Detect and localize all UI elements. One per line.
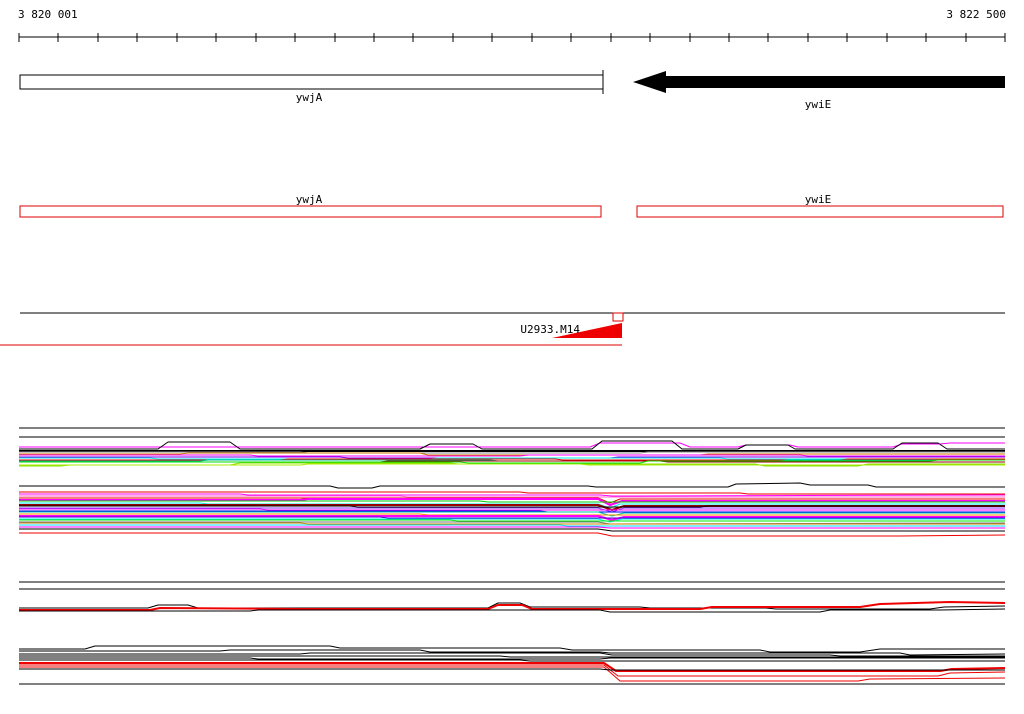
ruler-end-coordinate: 3 822 500 [946, 8, 1006, 21]
gene-ywiE-arrow[interactable] [633, 71, 1005, 93]
band-4-trace [19, 652, 1005, 657]
band-2-trace [19, 532, 1006, 537]
band-2-trace [19, 524, 1005, 527]
band-2-trace [19, 500, 1005, 503]
band-4-trace [19, 649, 1006, 656]
band-2-trace [19, 495, 1005, 498]
band-4-trace [19, 645, 1005, 653]
band-2-trace [19, 516, 1005, 519]
band-4-trace [19, 668, 1005, 671]
band-1-trace [19, 440, 1005, 450]
cds-label-ywiE: ywiE [804, 193, 832, 206]
band-2-trace [19, 511, 1005, 517]
clone-label: U2933.M14 [520, 323, 580, 336]
band-3-trace [19, 608, 1006, 613]
band-3-trace [19, 601, 1006, 611]
band-2-trace [19, 493, 1006, 497]
band-4-trace [19, 664, 1006, 677]
band-2-trace [19, 482, 1005, 489]
band-1-trace [19, 463, 1005, 466]
band-3-trace [19, 602, 1006, 610]
band-2-trace [19, 508, 1005, 511]
band-2-trace [19, 518, 1005, 523]
band-2-trace [19, 491, 1005, 495]
band-1-trace [19, 442, 1005, 448]
band-4-trace [19, 662, 1006, 672]
band-2-trace [19, 526, 1005, 529]
band-4-trace [19, 666, 1006, 682]
band-2-trace [19, 513, 1005, 516]
band-4-trace [19, 659, 1005, 662]
band-2-trace [19, 519, 1005, 522]
band-4-trace [19, 657, 1005, 660]
band-2-trace [19, 515, 1005, 521]
cds-ywiE-box[interactable] [636, 205, 1004, 218]
band-2-trace [19, 505, 1005, 508]
cds-label-ywjA: ywjA [295, 193, 323, 206]
clone-marker-notch[interactable] [612, 312, 624, 322]
band-1-trace [19, 452, 1005, 456]
band-1-trace [19, 454, 1005, 457]
clone-quality-wedge[interactable] [552, 323, 622, 338]
band-1-trace [19, 451, 1005, 454]
band-1-trace [19, 459, 1005, 464]
cds-ywjA-box[interactable] [19, 205, 602, 218]
gene-label-ywjA: ywjA [295, 91, 323, 104]
gene-label-ywiE: ywiE [804, 98, 832, 111]
band-4-trace [19, 655, 1005, 658]
band-2-trace [19, 522, 1005, 525]
band-2-trace [19, 528, 1005, 532]
band-2-trace [19, 498, 1005, 506]
ruler-start-coordinate: 3 820 001 [18, 8, 78, 21]
gene-ywjA-box[interactable] [19, 74, 604, 90]
